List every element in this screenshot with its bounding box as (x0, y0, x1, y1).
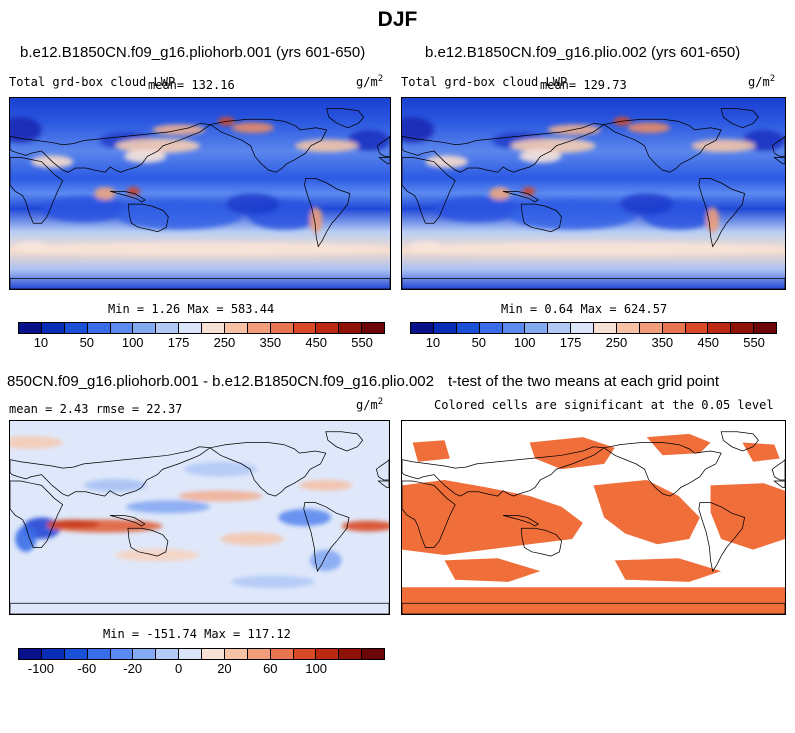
colorbar-tick-label: 175 (559, 335, 582, 350)
colorbar-tick-label: 450 (305, 335, 328, 350)
colorbar-tick-label: 60 (263, 661, 278, 676)
colorbar-swatch (64, 323, 88, 333)
panel-1-title: b.e12.B1850CN.f09_g16.pliohorb.001 (yrs … (20, 44, 366, 61)
colorbar-tick-label: 250 (605, 335, 628, 350)
colorbar-tick-label: 50 (79, 335, 95, 350)
colorbar-swatch (362, 323, 384, 333)
colorbar-swatch (685, 323, 709, 333)
panel-2-title: b.e12.B1850CN.f09_g16.plio.002 (yrs 601-… (425, 44, 741, 61)
panel-3-minmax: Min = -151.74 Max = 117.12 (103, 627, 291, 641)
colorbar-swatch (708, 323, 732, 333)
panel-2-map (401, 97, 786, 290)
colorbar-swatch (19, 649, 42, 659)
colorbar-swatch (156, 649, 180, 659)
colorbar-tick-label: 10 (33, 335, 49, 350)
colorbar-swatch (362, 649, 384, 659)
colorbar-swatch (479, 323, 503, 333)
colorbar-swatch (525, 323, 549, 333)
colorbar-swatch (179, 649, 202, 659)
panel-4-title: t-test of the two means at each grid poi… (448, 373, 719, 390)
colorbar-swatch (202, 323, 225, 333)
colorbar-swatch (247, 649, 271, 659)
panel-3-units: g/m2 (356, 397, 384, 412)
colorbar-tick-label: -60 (77, 661, 97, 676)
colorbar-swatch (156, 323, 180, 333)
colorbar-swatch (433, 323, 457, 333)
colorbar-swatch (224, 323, 248, 333)
colorbar-swatch (41, 323, 65, 333)
colorbar-tick-label: 20 (217, 661, 232, 676)
figure-title: DJF (377, 8, 418, 31)
colorbar-swatch (133, 649, 157, 659)
panel-3-map (9, 420, 390, 615)
colorbar-swatch (571, 323, 594, 333)
colorbar-swatch (224, 649, 248, 659)
panel-1-map (9, 97, 391, 290)
colorbar-swatch (411, 323, 434, 333)
colorbar-tick-label: 550 (351, 335, 373, 350)
panel-2-mean: mean= 129.73 (540, 78, 627, 92)
panel-2-minmax: Min = 0.64 Max = 624.57 (501, 302, 668, 316)
colorbar-swatch (270, 323, 294, 333)
panel-1-units: g/m2 (356, 74, 384, 89)
panel-2-colorbar (410, 322, 777, 334)
colorbar-swatch (293, 649, 317, 659)
colorbar-swatch (316, 323, 340, 333)
colorbar-swatch (19, 323, 42, 333)
panel-2-colorbar-labels: 10 50 100 175 250 350 450 550 (410, 335, 777, 351)
colorbar-tick-label: 100 (513, 335, 536, 350)
panel-3-colorbar-labels: -100 -60 -20 0 20 60 100 (18, 661, 385, 677)
colorbar-tick-label: 250 (213, 335, 236, 350)
panel-1-minmax: Min = 1.26 Max = 583.44 (108, 302, 275, 316)
panel-3-title: 850CN.f09_g16.pliohorb.001 - b.e12.B1850… (7, 373, 434, 390)
colorbar-swatch (662, 323, 686, 333)
colorbar-tick-label: 175 (167, 335, 190, 350)
colorbar-swatch (339, 323, 363, 333)
panel-3-stats: mean = 2.43 rmse = 22.37 (9, 402, 183, 416)
colorbar-swatch (87, 649, 111, 659)
colorbar-tick-label: 350 (651, 335, 674, 350)
colorbar-swatch (270, 649, 294, 659)
colorbar-swatch (293, 323, 317, 333)
colorbar-tick-label: 50 (471, 335, 487, 350)
colorbar-swatch (133, 323, 157, 333)
panel-4-map (401, 420, 786, 615)
colorbar-swatch (754, 323, 776, 333)
colorbar-swatch (202, 649, 225, 659)
colorbar-swatch (594, 323, 617, 333)
panel-4-subtitle: Colored cells are significant at the 0.0… (434, 398, 774, 412)
colorbar-tick-label: 450 (697, 335, 720, 350)
colorbar-swatch (502, 323, 526, 333)
colorbar-swatch (179, 323, 202, 333)
colorbar-tick-label: -20 (123, 661, 143, 676)
colorbar-swatch (64, 649, 88, 659)
colorbar-swatch (110, 323, 134, 333)
colorbar-swatch (339, 649, 363, 659)
colorbar-swatch (247, 323, 271, 333)
panel-2-variable: Total grd-box cloud LWP (401, 75, 568, 89)
colorbar-swatch (639, 323, 663, 333)
panel-1-colorbar-labels: 10 50 100 175 250 350 450 550 (18, 335, 385, 351)
panel-3-colorbar (18, 648, 385, 660)
colorbar-tick-label: 0 (174, 661, 183, 676)
panel-1-variable: Total grd-box cloud LWP (9, 75, 176, 89)
colorbar-swatch (41, 649, 65, 659)
colorbar-swatch (110, 649, 134, 659)
colorbar-swatch (316, 649, 340, 659)
colorbar-swatch (616, 323, 640, 333)
colorbar-tick-label: 350 (259, 335, 282, 350)
colorbar-swatch (87, 323, 111, 333)
colorbar-tick-label: 100 (121, 335, 144, 350)
panel-1-colorbar (18, 322, 385, 334)
colorbar-tick-label: 100 (305, 661, 328, 676)
colorbar-swatch (731, 323, 755, 333)
panel-2-units: g/m2 (748, 74, 776, 89)
panel-1-mean: mean= 132.16 (148, 78, 235, 92)
colorbar-swatch (548, 323, 572, 333)
colorbar-tick-label: 10 (425, 335, 441, 350)
colorbar-swatch (456, 323, 480, 333)
colorbar-tick-label: 550 (743, 335, 765, 350)
colorbar-tick-label: -100 (27, 661, 54, 676)
